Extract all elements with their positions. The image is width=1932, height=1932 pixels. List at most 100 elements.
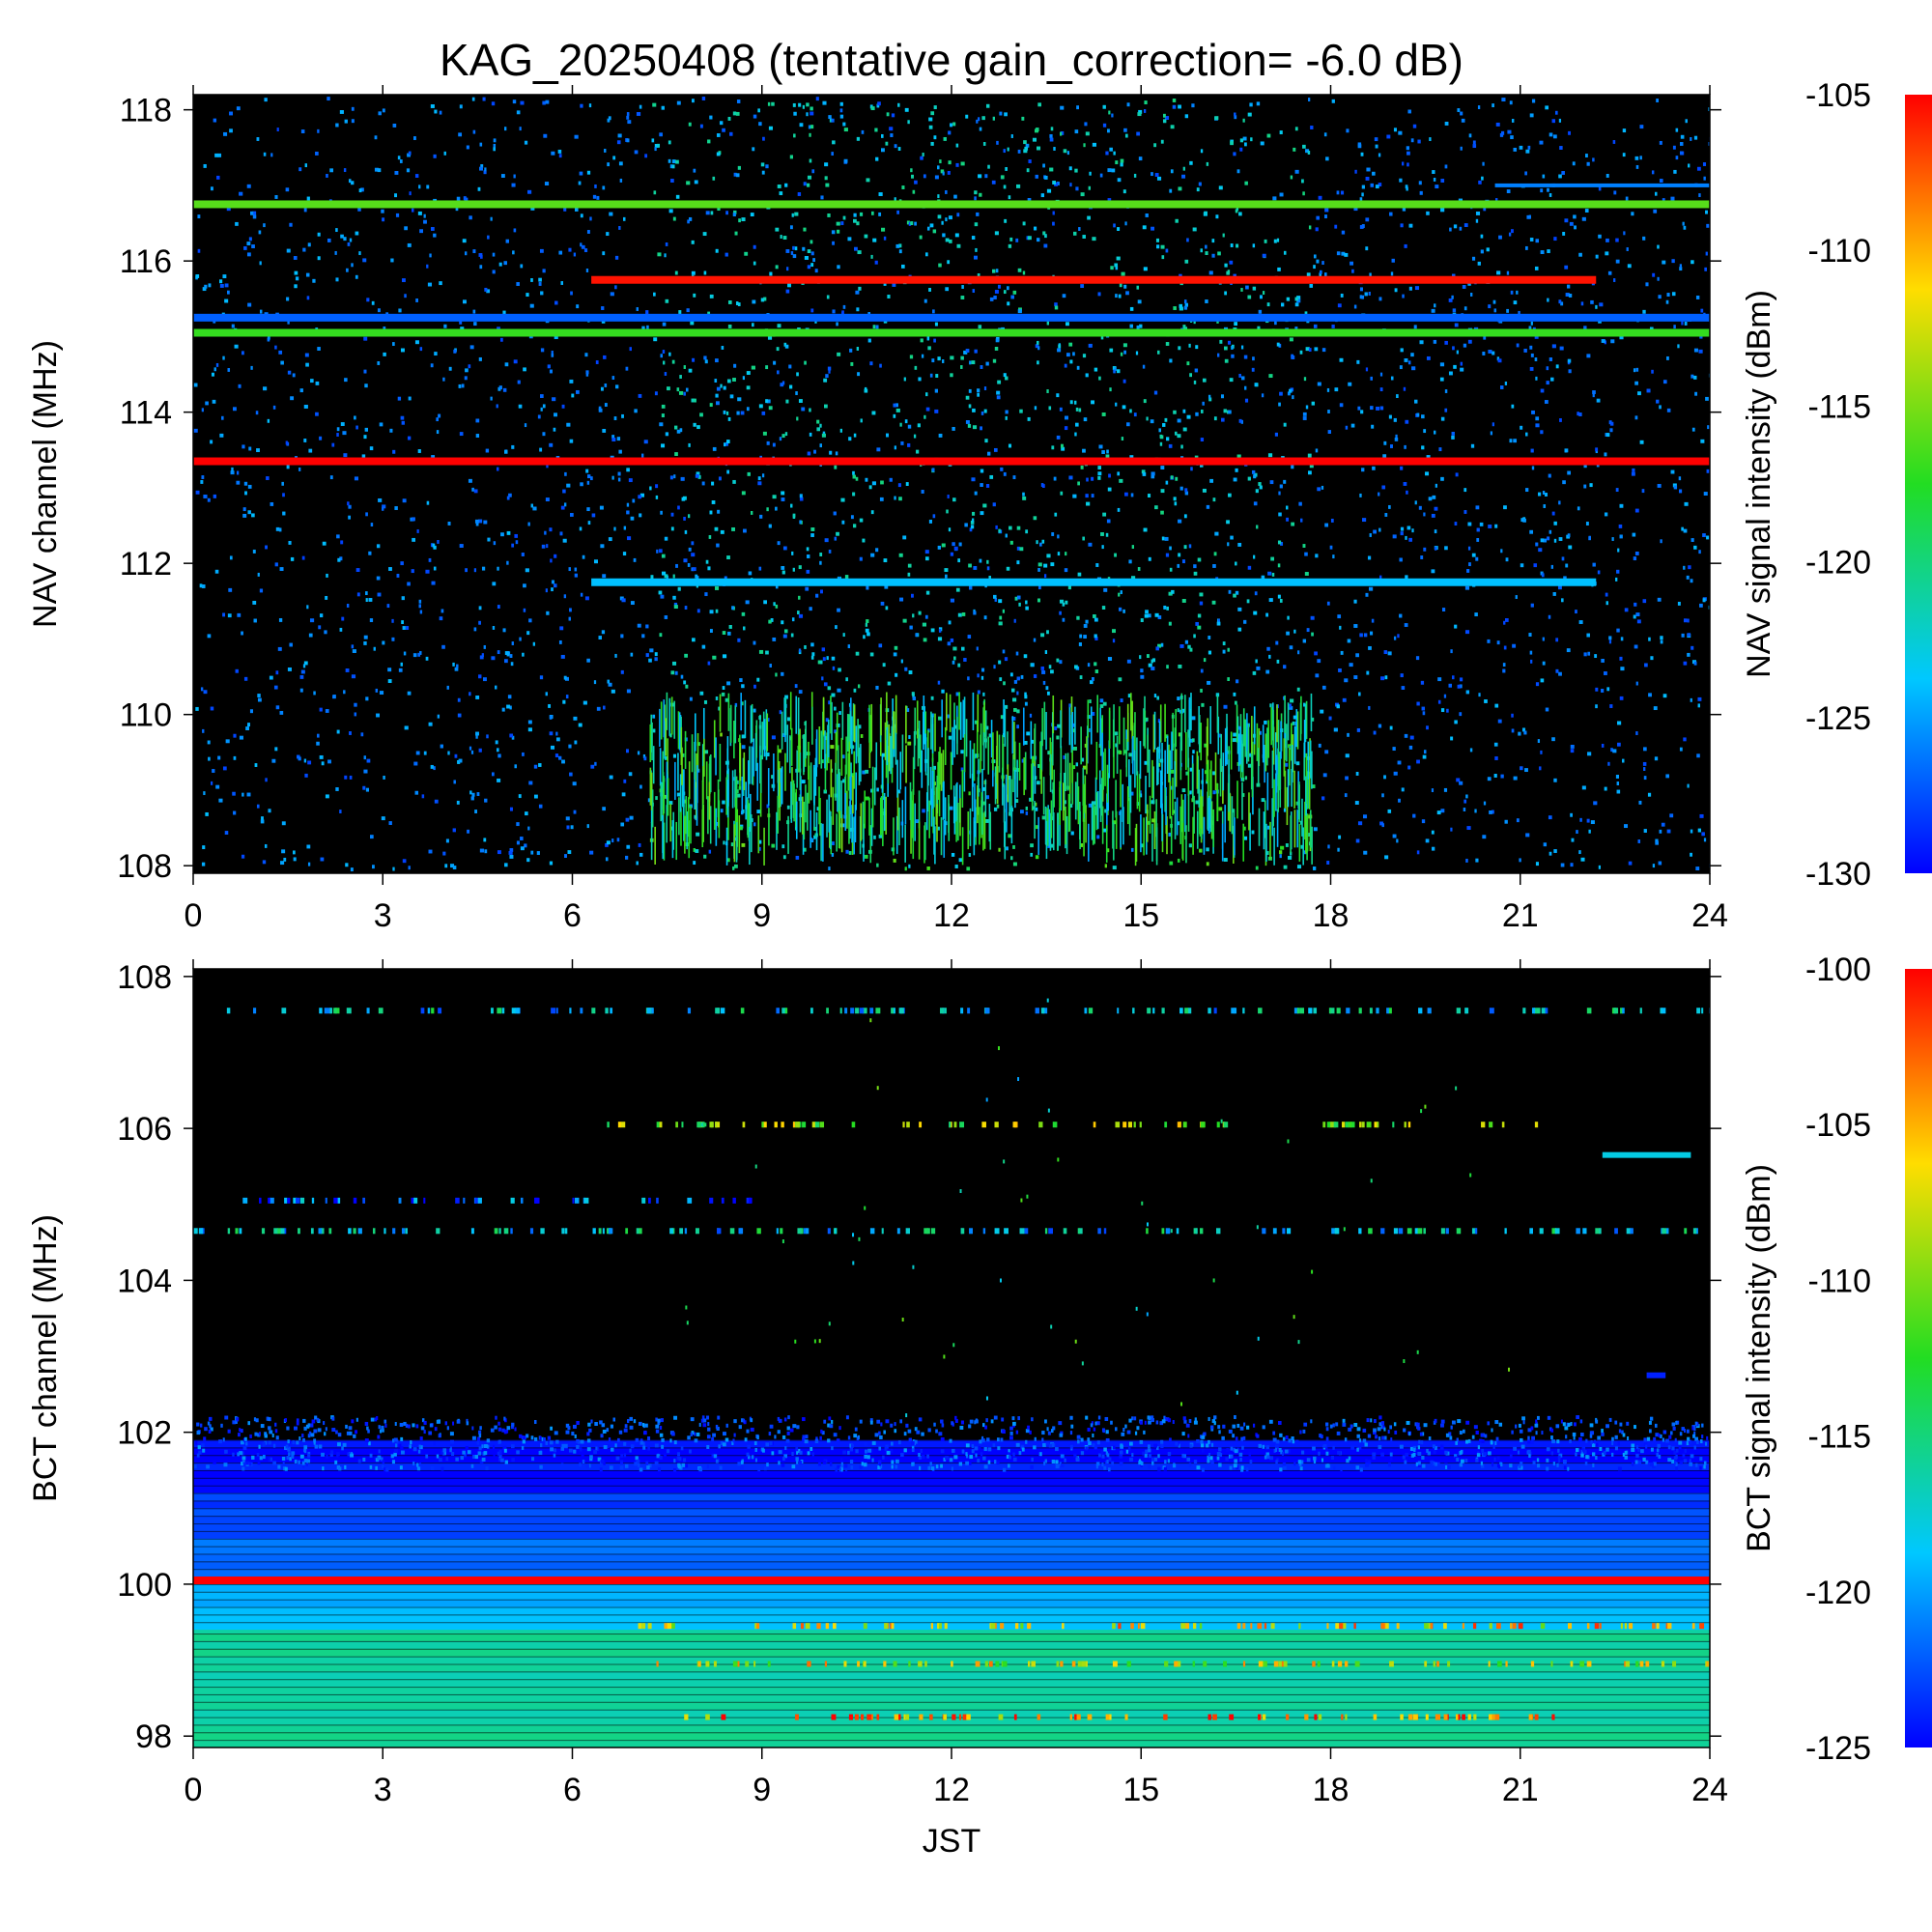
nav-noise-cell — [1052, 181, 1056, 185]
nav-noise-cell — [1114, 367, 1117, 371]
nav-noise-cell — [684, 606, 688, 610]
nav-noise-cell — [1200, 248, 1203, 253]
nav-noise-cell — [1407, 109, 1411, 114]
nav-noise-cell — [1315, 448, 1319, 453]
nav-noise-cell — [694, 180, 698, 185]
nav-noise-cell — [509, 854, 514, 859]
nav-noise-cell — [1357, 821, 1363, 826]
nav-noise-cell — [1460, 146, 1463, 151]
nav-noise-cell — [866, 178, 870, 183]
nav-noise-cell — [319, 436, 323, 440]
nav-noise-cell — [462, 299, 467, 304]
nav-noise-cell — [1511, 229, 1514, 234]
nav-noise-cell — [1153, 390, 1158, 395]
nav-noise-cell — [239, 735, 243, 740]
nav-noise-cell — [1524, 768, 1528, 773]
nav-activity-streak — [1113, 740, 1115, 779]
nav-noise-cell — [971, 360, 976, 365]
nav-noise-cell — [282, 511, 286, 516]
nav-noise-cell — [1064, 568, 1068, 573]
nav-noise-cell — [1031, 663, 1035, 668]
nav-noise-cell — [1406, 146, 1410, 151]
nav-noise-cell — [1200, 149, 1204, 154]
nav-noise-cell — [1131, 545, 1134, 550]
nav-noise-cell — [1559, 146, 1563, 150]
nav-activity-streak — [1266, 727, 1268, 766]
nav-noise-cell — [1253, 501, 1258, 506]
nav-activity-streak — [666, 692, 668, 730]
nav-noise-cell — [537, 414, 541, 419]
nav-noise-cell — [1690, 374, 1694, 379]
nav-noise-cell — [1144, 613, 1149, 618]
nav-noise-cell — [662, 350, 666, 354]
nav-noise-cell — [591, 513, 596, 518]
nav-noise-cell — [1037, 562, 1042, 567]
nav-noise-cell — [1267, 825, 1270, 830]
nav-noise-cell — [1404, 733, 1408, 738]
nav-noise-cell — [1170, 475, 1174, 480]
nav-noise-cell — [257, 697, 262, 702]
nav-noise-cell — [982, 142, 986, 146]
nav-noise-cell — [223, 131, 228, 136]
nav-noise-cell — [554, 554, 557, 558]
nav-noise-cell — [1077, 572, 1082, 577]
nav-noise-cell — [696, 471, 700, 476]
nav-noise-cell — [513, 174, 516, 179]
nav-noise-cell — [1616, 721, 1622, 725]
nav-noise-cell — [1012, 862, 1017, 867]
nav-noise-cell — [960, 296, 965, 299]
nav-noise-cell — [589, 850, 594, 855]
nav-noise-cell — [969, 527, 973, 532]
nav-noise-cell — [344, 775, 348, 780]
nav-noise-cell — [1057, 348, 1062, 353]
nav-noise-cell — [709, 510, 713, 515]
nav-noise-cell — [1160, 244, 1165, 249]
nav-noise-cell — [241, 351, 244, 355]
nav-noise-cell — [1292, 395, 1294, 400]
nav-noise-cell — [1213, 416, 1217, 421]
nav-activity-streak — [1045, 711, 1047, 751]
nav-activity-streak — [826, 732, 828, 771]
nav-noise-cell — [625, 749, 629, 753]
nav-activity-streak — [948, 803, 951, 841]
nav-noise-cell — [1356, 727, 1361, 732]
nav-noise-cell — [1184, 302, 1188, 307]
nav-noise-cell — [775, 227, 780, 232]
nav-noise-cell — [630, 601, 635, 606]
nav-activity-streak — [759, 714, 761, 753]
nav-noise-cell — [838, 668, 841, 672]
nav-noise-cell — [1373, 529, 1377, 534]
nav-noise-cell — [1495, 122, 1500, 127]
nav-noise-cell — [972, 511, 976, 516]
nav-noise-cell — [1319, 272, 1322, 277]
nav-noise-cell — [233, 755, 237, 760]
nav-noise-cell — [842, 779, 845, 783]
nav-noise-cell — [1506, 189, 1511, 193]
nav-noise-cell — [1255, 659, 1258, 664]
nav-noise-cell — [1109, 387, 1112, 392]
nav-noise-cell — [599, 505, 604, 510]
nav-noise-cell — [1161, 536, 1165, 541]
nav-noise-cell — [1216, 319, 1219, 324]
nav-noise-cell — [1214, 531, 1219, 536]
nav-noise-cell — [1362, 814, 1368, 819]
nav-noise-cell — [317, 347, 321, 351]
nav-noise-cell — [1241, 376, 1245, 381]
nav-noise-cell — [708, 849, 712, 854]
nav-noise-cell — [1012, 290, 1017, 295]
nav-noise-cell — [1585, 522, 1589, 526]
nav-activity-streak — [952, 726, 953, 765]
nav-noise-cell — [1288, 703, 1292, 708]
nav-noise-cell — [1504, 381, 1508, 385]
nav-noise-cell — [497, 566, 499, 571]
nav-noise-cell — [433, 566, 437, 571]
nav-noise-cell — [1196, 187, 1200, 192]
nav-noise-cell — [637, 751, 640, 755]
nav-noise-cell — [715, 696, 719, 700]
nav-noise-cell — [1042, 231, 1046, 236]
nav-activity-streak — [1217, 716, 1220, 754]
nav-noise-cell — [1704, 267, 1708, 271]
nav-noise-cell — [1518, 731, 1521, 736]
nav-activity-streak — [1065, 806, 1066, 845]
nav-activity-streak — [810, 810, 811, 848]
